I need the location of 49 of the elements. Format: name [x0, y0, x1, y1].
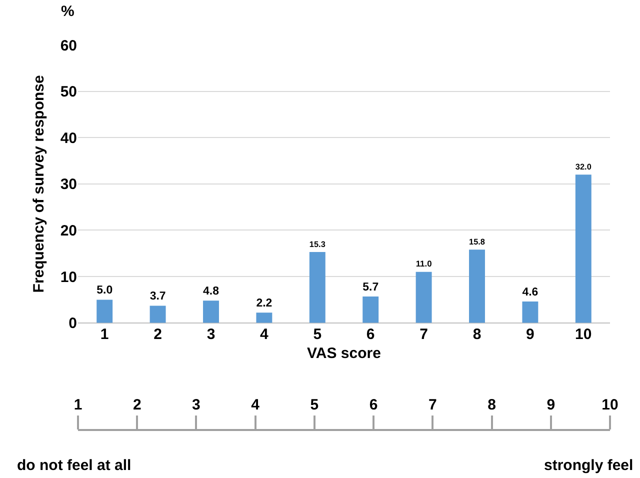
- category-label: 3: [192, 396, 200, 414]
- x-tick-label: 10: [575, 326, 592, 343]
- category-label: 8: [488, 396, 496, 414]
- text: do not feel at all: [17, 457, 132, 474]
- data-label: 3.7: [150, 290, 166, 303]
- bar: [203, 300, 219, 323]
- y-tick-label: 10: [60, 268, 77, 286]
- category-label: 4: [251, 396, 260, 414]
- y-tick-label: 0: [68, 315, 77, 332]
- data-label: 5.0: [96, 284, 113, 297]
- x-tick-label: 7: [420, 326, 428, 343]
- category-label: 5: [310, 396, 319, 414]
- x-tick-label: 1: [100, 326, 109, 343]
- category-label: 7: [428, 396, 437, 414]
- bar: [362, 296, 379, 323]
- y-tick-label: 20: [60, 222, 77, 240]
- bar: [256, 312, 272, 323]
- text: %: [61, 3, 74, 20]
- category-label: 6: [369, 396, 378, 414]
- y-tick-label: 50: [60, 84, 77, 101]
- bar: [309, 252, 326, 323]
- bar: [150, 306, 166, 323]
- category-label: 9: [546, 396, 556, 414]
- y-axis-title: Frequency of survey response: [30, 75, 48, 293]
- x-axis-title: VAS score: [307, 344, 381, 362]
- bar: [416, 272, 432, 323]
- bar: [575, 174, 592, 323]
- category-label: 10: [602, 396, 618, 414]
- category-label: 2: [132, 396, 142, 414]
- data-label: 2.2: [256, 298, 272, 310]
- x-tick-label: 8: [472, 326, 482, 343]
- x-tick-label: 4: [260, 326, 270, 343]
- y-tick-label: 40: [60, 130, 77, 147]
- y-tick-label: 30: [60, 176, 77, 194]
- x-tick-label: 6: [366, 326, 375, 343]
- data-label: 4.6: [522, 286, 538, 298]
- x-tick-label: 5: [313, 326, 322, 343]
- data-label: 5.7: [362, 281, 379, 294]
- x-tick-label: 9: [526, 326, 534, 343]
- category-label: 1: [74, 396, 82, 414]
- bar: [469, 250, 485, 323]
- bar: [96, 300, 113, 323]
- text: strongly feel: [544, 457, 634, 474]
- bar: [522, 302, 538, 323]
- x-tick-label: 2: [154, 326, 162, 343]
- y-tick-label: 60: [60, 37, 77, 54]
- data-label: 4.8: [203, 286, 220, 298]
- x-tick-label: 3: [206, 326, 216, 343]
- data-label: 11.0: [416, 258, 432, 269]
